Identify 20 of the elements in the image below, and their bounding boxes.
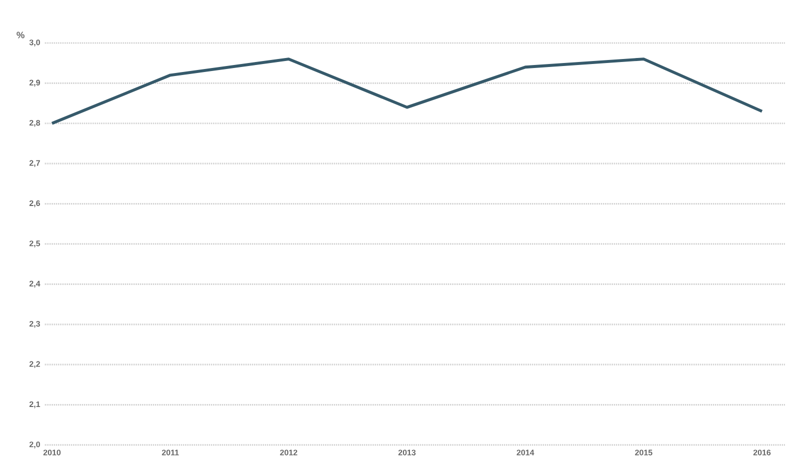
y-tick-label: 2,4	[29, 280, 40, 288]
x-tick-label: 2014	[516, 450, 534, 456]
x-tick-label: 2015	[635, 450, 652, 456]
y-tick-label: 2,6	[29, 200, 40, 208]
y-tick-label: 2,9	[29, 80, 40, 87]
x-tick-label: 2016	[753, 450, 771, 456]
line-series	[50, 58, 764, 125]
y-tick-label: 2,2	[29, 361, 40, 368]
y-tick-label: 2,5	[29, 240, 40, 248]
y-tick-label: 2,3	[29, 320, 40, 328]
y-axis-title: %	[16, 32, 24, 38]
x-tick-label: 2013	[398, 450, 416, 456]
y-tick-label: 2,7	[29, 160, 40, 167]
x-tick-label: 2011	[162, 450, 179, 456]
y-tick-label: 3,0	[29, 40, 40, 46]
x-tick-label: 2010	[43, 450, 61, 456]
y-tick-label: 2,0	[29, 442, 40, 448]
y-tick-label: 2,1	[29, 401, 40, 408]
x-tick-label: 2012	[280, 450, 298, 456]
y-tick-label: 2,8	[29, 120, 40, 127]
